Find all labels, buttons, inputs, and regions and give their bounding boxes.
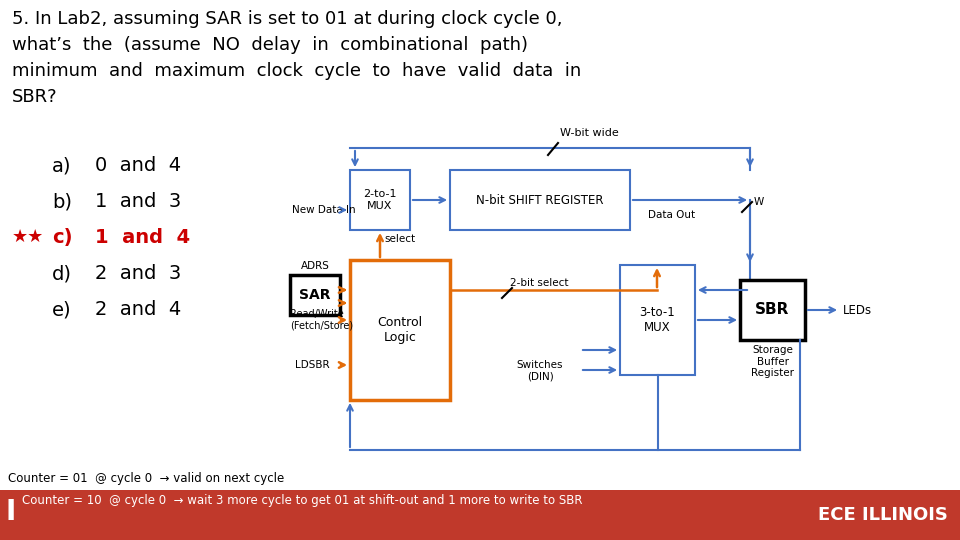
Text: Storage
Buffer
Register: Storage Buffer Register [751,345,794,378]
Text: 2  and  3: 2 and 3 [95,264,181,283]
Text: SAR: SAR [300,288,331,302]
Text: 2-to-1
MUX: 2-to-1 MUX [363,189,396,211]
Text: 1  and  3: 1 and 3 [95,192,181,211]
Bar [450,170,630,230]
Text: Counter = 10  @ cycle 0  → wait 3 more cycle to get 01 at shift-out and 1 more t: Counter = 10 @ cycle 0 → wait 3 more cyc… [22,494,583,507]
Text: LEDs: LEDs [843,303,872,316]
Text: what’s  the  (assume  NO  delay  in  combinational  path): what’s the (assume NO delay in combinati… [12,36,528,54]
Text: 2  and  4: 2 and 4 [95,300,181,319]
Text: a): a) [52,156,71,175]
Text: Read/Write
(Fetch/Store): Read/Write (Fetch/Store) [290,309,353,331]
Text: e): e) [52,300,72,319]
Text: 3-to-1
MUX: 3-to-1 MUX [639,306,676,334]
Text: Switches
(DIN): Switches (DIN) [516,360,564,382]
Text: SBR: SBR [756,302,790,318]
Text: select: select [384,234,415,244]
Text: c): c) [52,228,73,247]
Text: ADRS: ADRS [300,261,329,271]
Text: 5. In Lab2, assuming SAR is set to 01 at during clock cycle 0,: 5. In Lab2, assuming SAR is set to 01 at… [12,10,563,28]
Text: SBR?: SBR? [12,88,58,106]
Text: 1  and  4: 1 and 4 [95,228,190,247]
Text: minimum  and  maximum  clock  cycle  to  have  valid  data  in: minimum and maximum clock cycle to have … [12,62,581,80]
Text: W: W [754,197,764,207]
Text: N-bit SHIFT REGISTER: N-bit SHIFT REGISTER [476,193,604,206]
Text: Control
Logic: Control Logic [377,316,422,344]
Text: LDSBR: LDSBR [295,360,329,370]
Text: 2-bit select: 2-bit select [510,278,568,288]
Bar [350,260,450,400]
Text: ★★: ★★ [12,228,44,246]
Bar [740,280,805,340]
Text: Counter = 01  @ cycle 0  → valid on next cycle: Counter = 01 @ cycle 0 → valid on next c… [8,472,284,485]
Text: Data Out: Data Out [648,210,695,220]
Text: b): b) [52,192,72,211]
Bar [620,265,695,375]
Bar [0,490,960,540]
Text: 0  and  4: 0 and 4 [95,156,181,175]
Bar [290,275,340,315]
Text: ECE ILLINOIS: ECE ILLINOIS [818,506,948,524]
Text: W-bit wide: W-bit wide [560,128,619,138]
Bar [350,170,410,230]
Text: I: I [5,498,15,526]
Text: d): d) [52,264,72,283]
Text: New Data In: New Data In [292,205,355,215]
